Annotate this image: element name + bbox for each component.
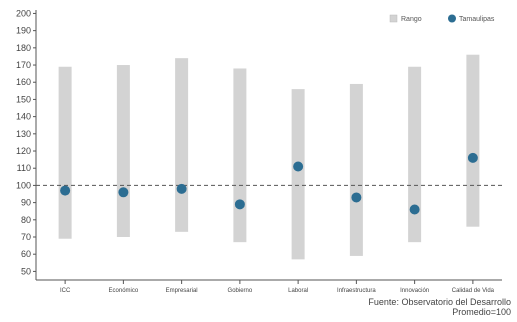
x-tick-label: Gobierno	[228, 288, 253, 294]
average-note: Promedio=100	[452, 307, 511, 317]
x-tick-label: Empresarial	[166, 288, 198, 294]
y-tick-label: 80	[21, 215, 31, 225]
y-tick-label: 150	[16, 94, 31, 104]
range-bar	[175, 58, 189, 232]
range-bar	[291, 89, 305, 260]
range-bar	[116, 65, 130, 238]
y-tick-label: 70	[21, 232, 31, 242]
legend-swatch-range	[389, 14, 398, 23]
value-dot	[60, 185, 71, 196]
value-dots	[60, 152, 478, 215]
source-note: Fuente: Observatorio del Desarrollo	[368, 297, 511, 307]
y-tick-label: 90	[21, 198, 31, 208]
y-tick-label: 140	[16, 112, 31, 122]
x-tick-label: Económico	[109, 288, 139, 294]
x-axis: ICC Económico Empresarial Gobierno Laboral In…	[36, 279, 502, 294]
value-dot	[409, 204, 420, 215]
legend-label-range: Rango	[401, 16, 422, 23]
legend-swatch-dot	[448, 14, 456, 23]
x-tick-label: Calidad de Vida	[452, 288, 495, 294]
x-tick-label: Innovación	[400, 288, 429, 294]
x-tick-label: Infraestructura	[337, 288, 376, 294]
value-dot	[293, 161, 304, 172]
legend-label-dot: Tamaulipas	[459, 16, 495, 23]
x-tick-label: Laboral	[288, 288, 308, 294]
value-dot	[176, 183, 187, 194]
y-tick-label: 110	[17, 163, 31, 173]
legend: Rango Tamaulipas	[389, 14, 495, 23]
value-dot	[351, 192, 362, 203]
y-tick-label: 190	[16, 26, 31, 36]
range-bar	[349, 83, 363, 256]
y-tick-label: 50	[21, 266, 31, 276]
range-bar	[233, 68, 247, 243]
range-bars	[58, 54, 480, 260]
y-tick-label: 170	[16, 60, 31, 70]
range-bar	[58, 66, 72, 239]
range-bar	[466, 54, 480, 227]
value-dot	[234, 199, 245, 210]
x-tick-label: ICC	[60, 288, 71, 294]
y-axis: 50 60 70 80 90 100 110 120 130 140 150 160 170 180 190…	[16, 8, 37, 280]
y-tick-label: 60	[21, 249, 31, 259]
value-dot	[118, 187, 129, 198]
y-tick-label: 120	[16, 146, 31, 156]
y-tick-label: 130	[16, 129, 31, 139]
y-tick-label: 160	[16, 77, 31, 87]
value-dot	[467, 152, 478, 163]
y-tick-label: 180	[16, 43, 31, 53]
range-bar	[408, 66, 422, 243]
y-tick-label: 200	[16, 8, 31, 18]
y-tick-label: 100	[16, 180, 31, 190]
